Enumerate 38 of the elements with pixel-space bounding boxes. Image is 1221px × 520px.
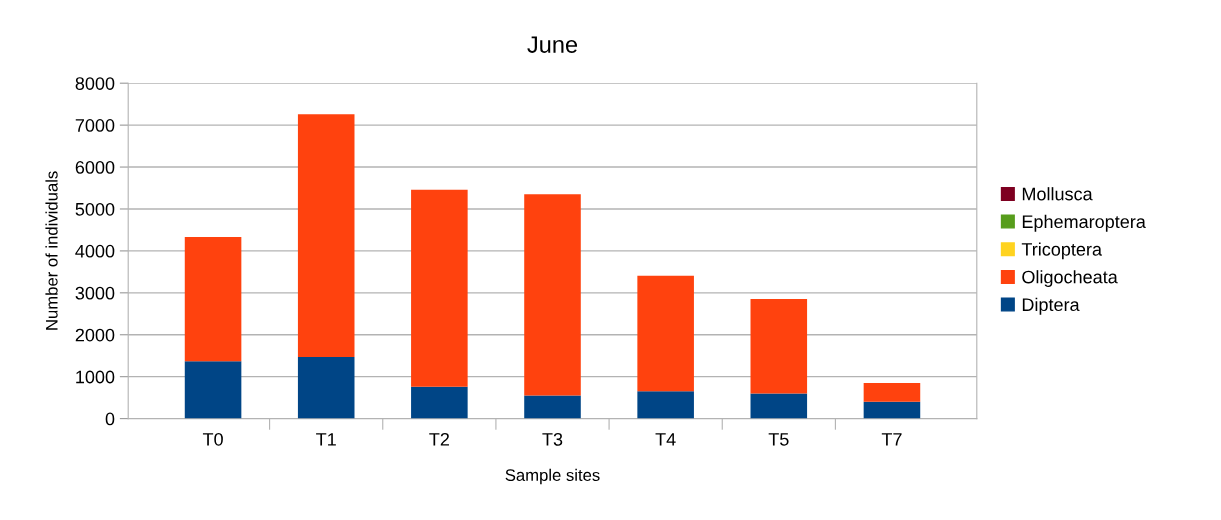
y-tick-label: 2000	[75, 328, 115, 342]
bar	[750, 393, 808, 419]
bar	[637, 275, 694, 392]
x-tick-label: T4	[655, 433, 676, 446]
bar	[750, 299, 808, 394]
bar	[184, 361, 242, 419]
bar	[297, 356, 355, 419]
x-tick-label: T5	[768, 433, 789, 446]
y-axis-title: Number of individuals	[45, 171, 58, 330]
legend-label: Ephemaroptera	[1022, 214, 1146, 232]
y-tick-label: 8000	[75, 77, 115, 90]
x-axis-title: Sample sites	[505, 468, 600, 485]
legend-label: Diptera	[1022, 297, 1080, 315]
y-tick-label: 5000	[75, 202, 115, 216]
bar	[863, 382, 921, 402]
y-tick-label: 1000	[76, 370, 115, 384]
y-tick-label: 3000	[75, 286, 115, 300]
bar	[184, 237, 242, 362]
y-tick-label: 0	[105, 412, 115, 426]
y-tick-label: 4000	[75, 244, 115, 258]
y-tick-label: 7000	[75, 119, 115, 132]
bar	[524, 395, 581, 419]
bar	[637, 391, 694, 419]
legend-label: Mollusca	[1022, 187, 1093, 201]
bar	[863, 401, 921, 419]
bar	[297, 114, 355, 357]
x-tick-label: T1	[316, 433, 336, 446]
x-tick-label: T2	[429, 432, 449, 446]
chart-title: June	[527, 36, 578, 53]
bar	[524, 194, 581, 396]
legend-label: Oligocheata	[1022, 270, 1118, 287]
x-tick-label: T3	[542, 432, 563, 446]
legend-label: Tricoptera	[1021, 242, 1102, 260]
x-tick-label: T0	[202, 432, 223, 446]
x-tick-label: T7	[881, 433, 902, 446]
bar	[411, 189, 468, 387]
y-tick-label: 6000	[75, 160, 115, 174]
bar	[411, 386, 468, 419]
